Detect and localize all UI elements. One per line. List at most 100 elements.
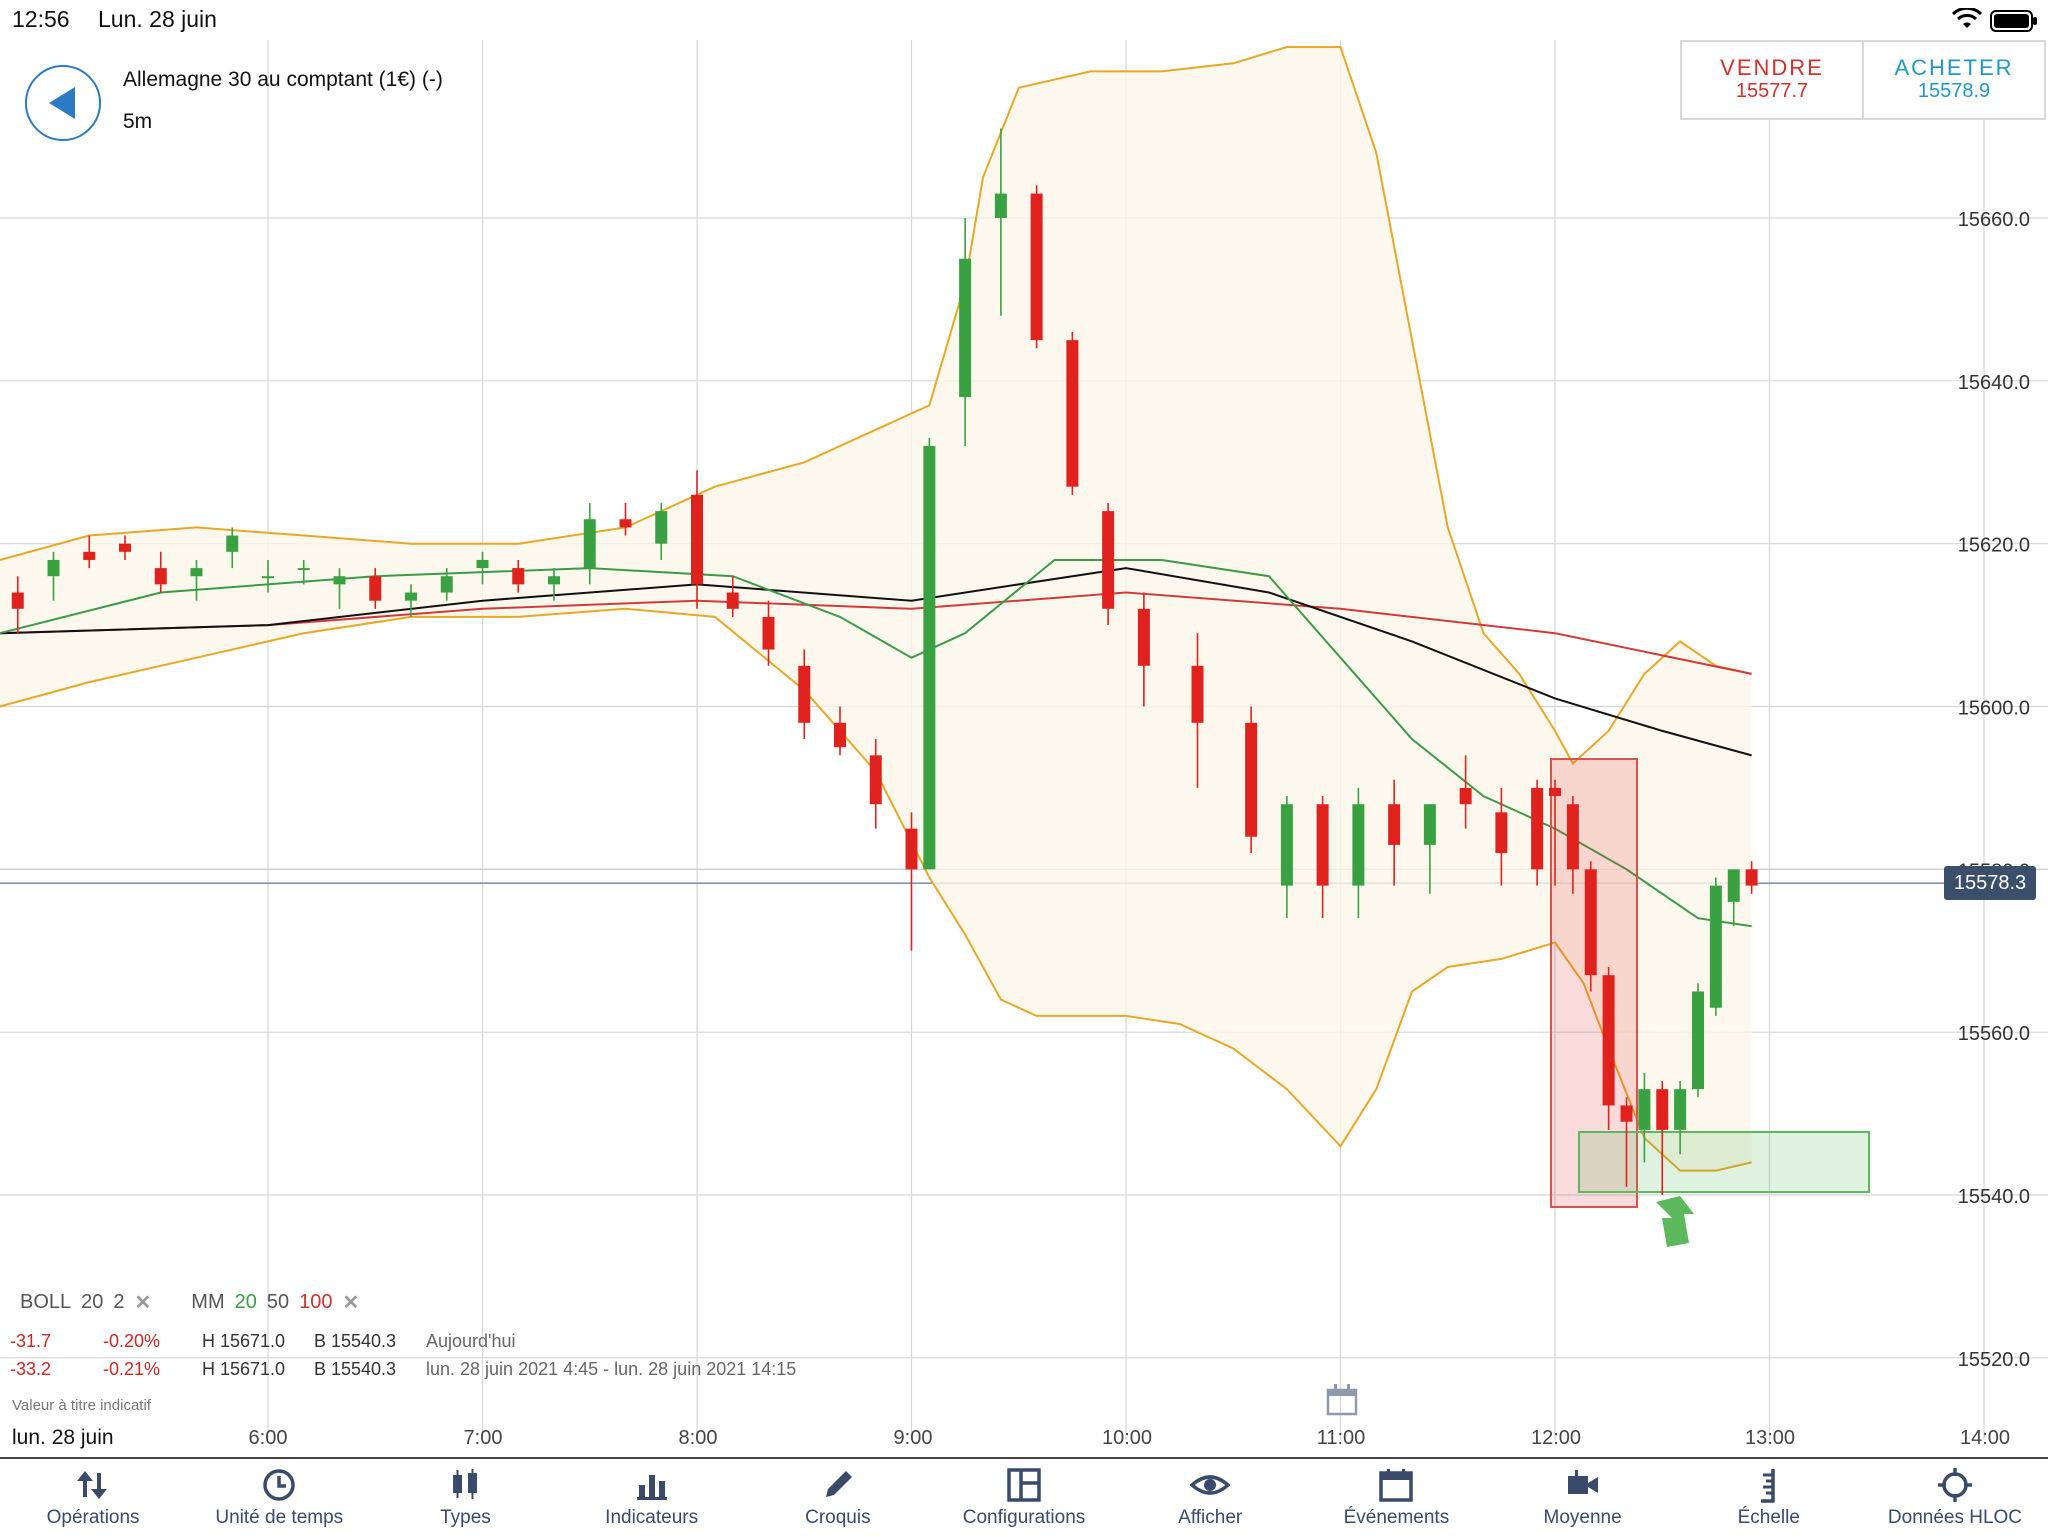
x-tick: 9:00 — [893, 1427, 933, 1449]
candle-body — [1745, 869, 1758, 886]
buy-label: ACHETER — [1894, 55, 2014, 80]
ruler-icon — [1760, 1469, 1775, 1503]
y-tick-label: 15600.0 — [1958, 698, 2030, 720]
x-tick: 8:00 — [678, 1427, 718, 1449]
buy-button[interactable]: ACHETER 15578.9 — [1862, 42, 2044, 118]
candle — [1745, 861, 1758, 894]
candle — [1245, 706, 1258, 854]
toolbar-average[interactable]: Moyenne — [1490, 1459, 1676, 1538]
boll-dev: 2 — [113, 1291, 125, 1313]
candle — [959, 218, 972, 446]
indicative-note: Valeur à titre indicatif — [12, 1397, 151, 1414]
y-tick-label: 15560.0 — [1958, 1023, 2030, 1045]
candle — [1566, 796, 1579, 894]
candle — [512, 559, 525, 593]
candle-body — [548, 576, 560, 585]
candle-body — [1102, 511, 1115, 609]
battery-icon — [1990, 10, 2038, 32]
candle — [1352, 787, 1365, 919]
toolbar-operations-label: Opérations — [46, 1507, 140, 1528]
candle — [1066, 331, 1079, 495]
candle-body — [583, 519, 596, 569]
candle — [691, 470, 703, 609]
candle-body — [1620, 1105, 1633, 1122]
candle-body — [619, 519, 632, 528]
x-axis-date: lun. 28 juin — [12, 1426, 114, 1449]
candle-body — [119, 543, 131, 552]
boll-period: 20 — [81, 1291, 104, 1313]
toolbar-sketch[interactable]: Croquis — [745, 1459, 931, 1538]
candle — [1584, 861, 1597, 992]
candle — [333, 568, 346, 609]
candle-body — [476, 559, 489, 569]
candle-body — [1388, 804, 1401, 845]
toolbar-scale[interactable]: Échelle — [1676, 1459, 1862, 1538]
candle-body — [691, 494, 703, 585]
candle-body — [190, 568, 203, 577]
candle — [994, 128, 1007, 316]
bollinger-upper-line — [0, 46, 1752, 766]
toolbar-indicators[interactable]: Indicateurs — [559, 1459, 745, 1538]
remove-boll-button[interactable]: ✕ — [134, 1292, 152, 1314]
bars-icon — [636, 1475, 667, 1500]
y-tick-label: 15660.0 — [1958, 209, 2030, 231]
toolbar-display[interactable]: Afficher — [1117, 1459, 1303, 1538]
x-tick: 14:00 — [1959, 1427, 2011, 1449]
pencil-icon — [825, 1471, 852, 1497]
sell-button[interactable]: VENDRE 15577.7 — [1682, 42, 1862, 118]
candle-body — [994, 193, 1007, 218]
layout-icon — [1007, 1468, 1041, 1502]
candle-body — [1692, 991, 1704, 1090]
toolbar-indicators-label: Indicateurs — [605, 1507, 699, 1528]
candle — [1656, 1081, 1669, 1195]
ma100-line — [0, 591, 1752, 675]
candle — [762, 600, 775, 666]
candle — [440, 568, 453, 601]
toolbar-types[interactable]: Types — [372, 1459, 558, 1538]
candle — [297, 559, 310, 585]
wifi-icon — [1951, 6, 1983, 35]
status-time: 12:56 — [12, 6, 70, 32]
status-date: Lun. 28 juin — [98, 6, 217, 32]
green-arrow-annotation — [1656, 1196, 1694, 1247]
x-tick: 13:00 — [1744, 1427, 1796, 1449]
candle-body — [869, 755, 882, 805]
candle-body — [1584, 869, 1597, 976]
candle-body — [1459, 787, 1472, 805]
candle — [476, 551, 489, 585]
toolbar-operations[interactable]: Opérations — [0, 1459, 186, 1538]
candle-body — [1191, 665, 1204, 723]
clock-icon — [263, 1469, 296, 1501]
candle-body — [798, 665, 811, 723]
remove-mm-button[interactable]: ✕ — [342, 1292, 360, 1314]
mm-100-value: 100 — [299, 1291, 333, 1313]
toolbar-events-label: Événements — [1343, 1507, 1450, 1528]
candle-body — [1531, 787, 1544, 870]
bollinger-band-fill — [0, 47, 1752, 1171]
candle-body — [1674, 1089, 1687, 1130]
candle — [262, 559, 274, 593]
candle — [1638, 1072, 1651, 1163]
back-button[interactable] — [25, 65, 101, 141]
candle-body — [959, 258, 972, 398]
toolbar-timeframe-label: Unité de temps — [215, 1507, 344, 1528]
candle — [798, 649, 811, 740]
candle — [83, 535, 96, 569]
candle — [1602, 967, 1615, 1130]
toolbar-hloc-data[interactable]: Données HLOC — [1862, 1459, 2048, 1538]
toolbar-configurations[interactable]: Configurations — [931, 1459, 1117, 1538]
candle — [869, 739, 882, 829]
toolbar-events[interactable]: Événements — [1303, 1459, 1489, 1538]
price-chart[interactable]: 15520.015540.015560.015580.015600.015620… — [0, 40, 2048, 1440]
candle — [11, 576, 24, 634]
trade-panel: VENDRE 15577.7 ACHETER 15578.9 — [1680, 40, 2046, 120]
toolbar-types-label: Types — [440, 1507, 491, 1528]
candle — [655, 502, 668, 560]
candle — [583, 502, 596, 585]
candle — [47, 551, 60, 601]
candle-body — [47, 559, 60, 577]
candle — [226, 527, 239, 569]
x-tick: 11:00 — [1316, 1427, 1366, 1449]
bottom-toolbar: Opérations Unité de temps Types Indicate… — [0, 1457, 2048, 1538]
toolbar-timeframe[interactable]: Unité de temps — [186, 1459, 372, 1538]
